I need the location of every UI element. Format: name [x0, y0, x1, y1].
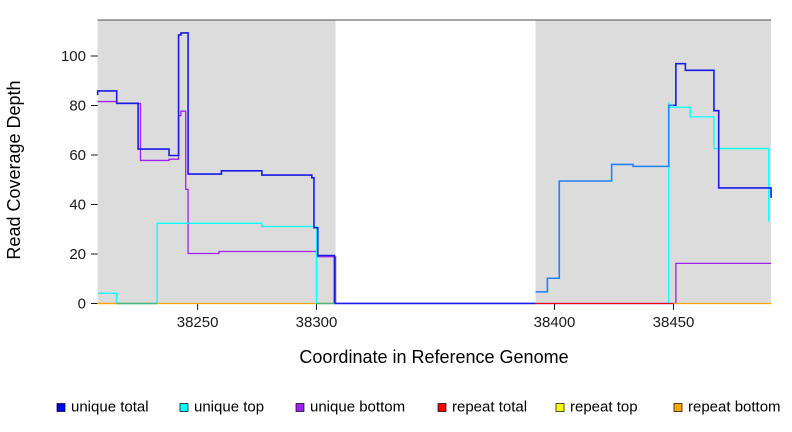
svg-text:Read Coverage Depth: Read Coverage Depth — [4, 80, 24, 259]
svg-text:38300: 38300 — [296, 314, 338, 331]
svg-text:unique top: unique top — [194, 399, 264, 416]
svg-text:repeat top: repeat top — [570, 399, 638, 416]
svg-text:Coordinate in Reference Genome: Coordinate in Reference Genome — [299, 347, 568, 367]
svg-text:60: 60 — [69, 147, 86, 164]
svg-text:unique total: unique total — [71, 399, 149, 416]
svg-text:38400: 38400 — [534, 314, 576, 331]
svg-text:unique bottom: unique bottom — [310, 399, 405, 416]
svg-text:38250: 38250 — [177, 314, 219, 331]
svg-text:38450: 38450 — [653, 314, 695, 331]
svg-text:0: 0 — [78, 296, 86, 313]
svg-text:100: 100 — [61, 48, 86, 65]
svg-text:repeat bottom: repeat bottom — [688, 399, 781, 416]
svg-text:80: 80 — [69, 98, 86, 115]
svg-text:repeat total: repeat total — [452, 399, 527, 416]
svg-text:40: 40 — [69, 197, 86, 214]
svg-text:20: 20 — [69, 246, 86, 263]
